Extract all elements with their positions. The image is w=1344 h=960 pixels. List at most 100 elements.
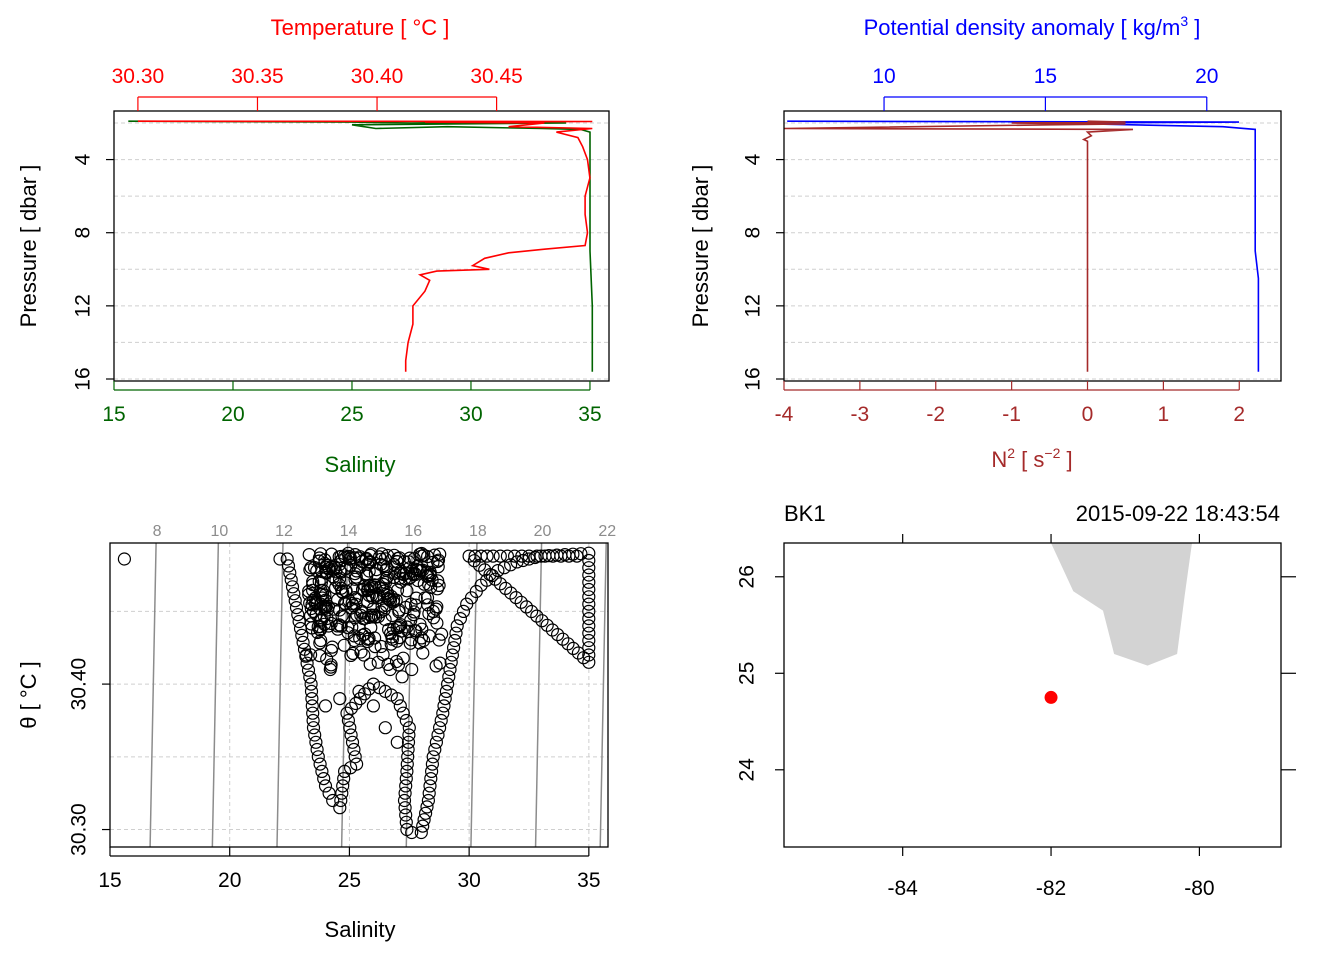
- ts-data-point: [450, 619, 464, 633]
- ts-data-point: [363, 657, 377, 671]
- ts-data-point: [424, 580, 438, 595]
- ts-data-point: [432, 633, 446, 647]
- ts-data-point: [289, 600, 304, 615]
- ts-data-point: [273, 552, 287, 566]
- ts-data-point: [333, 691, 347, 706]
- density-axis-title: Potential density anomaly [ kg/m3 ]: [864, 13, 1201, 40]
- ts-data-point: [305, 598, 319, 612]
- ts-data-point: [430, 554, 445, 569]
- ts-data-point: [538, 549, 552, 563]
- ts-data-point: [478, 563, 492, 577]
- ts-data-point: [344, 648, 358, 663]
- ts-data-point: [306, 721, 321, 735]
- density-n2-frame: [783, 110, 1282, 382]
- isopycnal-line: [599, 542, 607, 848]
- top-axis-tick-label: 30.40: [351, 65, 404, 88]
- ts-data-point: [493, 549, 507, 563]
- ts-data-point: [322, 786, 336, 800]
- ts-data-point: [374, 639, 388, 654]
- pressure-tick-label: 4: [742, 153, 765, 165]
- ts-data-point: [304, 677, 318, 691]
- ts-data-point: [293, 621, 308, 636]
- ts-data-point: [561, 637, 575, 651]
- ts-data-point: [312, 574, 326, 589]
- ts-data-point: [566, 641, 580, 656]
- ts-data-point: [397, 793, 412, 808]
- density-n2-gridlines: [784, 122, 1281, 380]
- ts-data-point: [509, 590, 523, 605]
- n2-title-main: N: [991, 447, 1007, 472]
- isopycnal-label: 22: [598, 523, 616, 540]
- ts-y-tick-label: 30.40: [68, 658, 91, 711]
- isopycnal-line: [149, 542, 157, 848]
- ts-data-point: [394, 624, 408, 638]
- bottom-axis-tick-label: 15: [102, 403, 125, 426]
- ts-data-point: [288, 594, 302, 608]
- ts-data-point: [488, 572, 502, 586]
- ts-data-point: [326, 793, 340, 808]
- ts-data-point: [349, 570, 363, 584]
- ts-data-point: [295, 628, 309, 643]
- bottom-axis-tick-label: -2: [926, 403, 945, 426]
- ts-data-point: [340, 706, 354, 720]
- ts-data-point: [310, 742, 324, 757]
- theta-axis-title: θ [ °C ]: [16, 661, 41, 728]
- ts-data-point: [359, 551, 373, 566]
- ts-data-point: [582, 633, 596, 648]
- ts-data-point: [358, 687, 372, 701]
- ts-data-point: [296, 635, 310, 650]
- map-station: [1044, 690, 1058, 704]
- ts-data-point: [315, 572, 329, 586]
- ts-data-point: [320, 603, 335, 617]
- ts-data-point: [550, 627, 565, 642]
- pressure-tick-label: 12: [72, 294, 95, 317]
- ts-data-point: [370, 591, 384, 605]
- ts-data-point: [426, 611, 441, 625]
- bottom-axis-tick-label: 20: [221, 403, 244, 426]
- ts-data-point: [336, 779, 350, 793]
- ts-data-point: [362, 682, 376, 696]
- ts-data-point: [433, 721, 447, 735]
- top-axis-tick-label: 30.30: [112, 65, 165, 88]
- ts-data-point: [405, 825, 419, 840]
- ts-data-point: [345, 735, 360, 749]
- isopycnal-label: 8: [153, 523, 162, 540]
- ts-data-point: [399, 815, 413, 829]
- ts-data-point: [429, 602, 443, 616]
- ts-data-point: [400, 757, 414, 771]
- ts-data-point: [355, 606, 369, 620]
- ts-data-point: [413, 617, 427, 632]
- ts-data-point: [392, 551, 407, 565]
- ts-data-point: [413, 547, 427, 561]
- map-lon-tick-label: -80: [1184, 877, 1214, 900]
- ts-data-point: [305, 699, 319, 713]
- n2-title-sup1: 2: [1007, 445, 1015, 461]
- ts-data-point: [418, 591, 432, 605]
- ts-profile-frame: [113, 110, 610, 382]
- ts-data-point: [401, 742, 415, 757]
- ts-data-point: [456, 604, 471, 619]
- ts-data-point: [285, 580, 300, 594]
- ts-data-point: [308, 728, 322, 742]
- ts-data-point: [284, 573, 298, 587]
- ts-data-point: [292, 614, 306, 629]
- ts-data-point: [419, 806, 433, 820]
- ts-data-point: [353, 691, 367, 706]
- ts-x-tick-label: 20: [218, 869, 241, 892]
- ts-data-point: [358, 627, 372, 641]
- ts-data-point: [346, 582, 360, 596]
- ts-data-point: [390, 735, 404, 749]
- ts-data-point: [582, 568, 596, 582]
- ts-data-point: [426, 750, 440, 764]
- ts-data-point: [324, 616, 338, 631]
- ts-data-point: [582, 553, 596, 568]
- ts-data-point: [433, 547, 447, 561]
- ts-data-point: [309, 735, 323, 749]
- ts-data-point: [417, 633, 431, 648]
- bottom-axis-tick-label: 0: [1082, 403, 1094, 426]
- ts-data-point: [399, 808, 413, 822]
- ts-data-point: [380, 562, 394, 576]
- ts-data-point: [280, 552, 294, 566]
- ts-data-point: [323, 662, 337, 677]
